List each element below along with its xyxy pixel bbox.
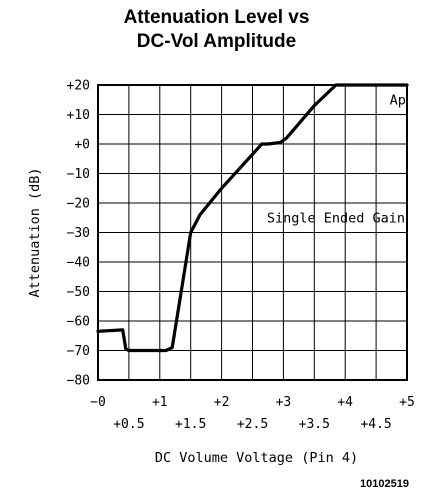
attenuation-curve	[96, 83, 409, 353]
x-tick-label: +2	[214, 395, 230, 410]
plot-frame	[97, 84, 408, 381]
x-tick-label: −0	[90, 395, 106, 410]
y-tick-label: −60	[67, 315, 90, 330]
y-tick-label: −80	[67, 374, 90, 389]
y-tick-label: −40	[67, 256, 90, 271]
y-tick-label: −20	[67, 197, 90, 212]
y-tick-label: +10	[67, 108, 90, 123]
x-tick-label: +4	[337, 395, 353, 410]
grid-lines	[97, 84, 408, 381]
y-tick-label: +0	[74, 138, 90, 153]
chart-title-line-1: Attenuation Level vs	[123, 7, 310, 28]
y-tick-label: −50	[67, 285, 90, 300]
x-tick-label-minor: +0.5	[113, 417, 144, 432]
x-tick-label: +3	[276, 395, 292, 410]
x-tick-label-minor: +4.5	[360, 417, 391, 432]
y-tick-label: −10	[67, 167, 90, 182]
x-tick-labels: −0 +1 +2 +3 +4 +5 +0.5 +1.5 +2.5 +3.5 +4.5	[90, 395, 415, 432]
x-axis-label: DC Volume Voltage (Pin 4)	[155, 450, 358, 466]
chart-title-line-2: DC-Vol Amplitude	[136, 31, 297, 52]
annotation-ap: Ap	[390, 92, 406, 108]
x-tick-label-minor: +3.5	[299, 417, 330, 432]
y-tick-label: −30	[67, 226, 90, 241]
y-axis-label: Attenuation (dB)	[27, 167, 43, 297]
annotation-single-ended-gain: Single Ended Gain	[267, 210, 405, 226]
x-tick-label: +5	[399, 395, 415, 410]
x-tick-label-minor: +2.5	[237, 417, 268, 432]
y-tick-labels: +20 +10 +0 −10 −20 −30 −40 −50 −60 −70 −80	[67, 79, 90, 389]
y-tick-label: −70	[67, 344, 90, 359]
x-tick-label: +1	[152, 395, 168, 410]
figure-id: 10102519	[360, 478, 409, 490]
annotations: Ap Single Ended Gain	[267, 92, 406, 226]
x-tick-label-minor: +1.5	[175, 417, 206, 432]
y-tick-label: +20	[67, 79, 90, 94]
chart-title: Attenuation Level vs DC-Vol Amplitude	[0, 6, 433, 54]
